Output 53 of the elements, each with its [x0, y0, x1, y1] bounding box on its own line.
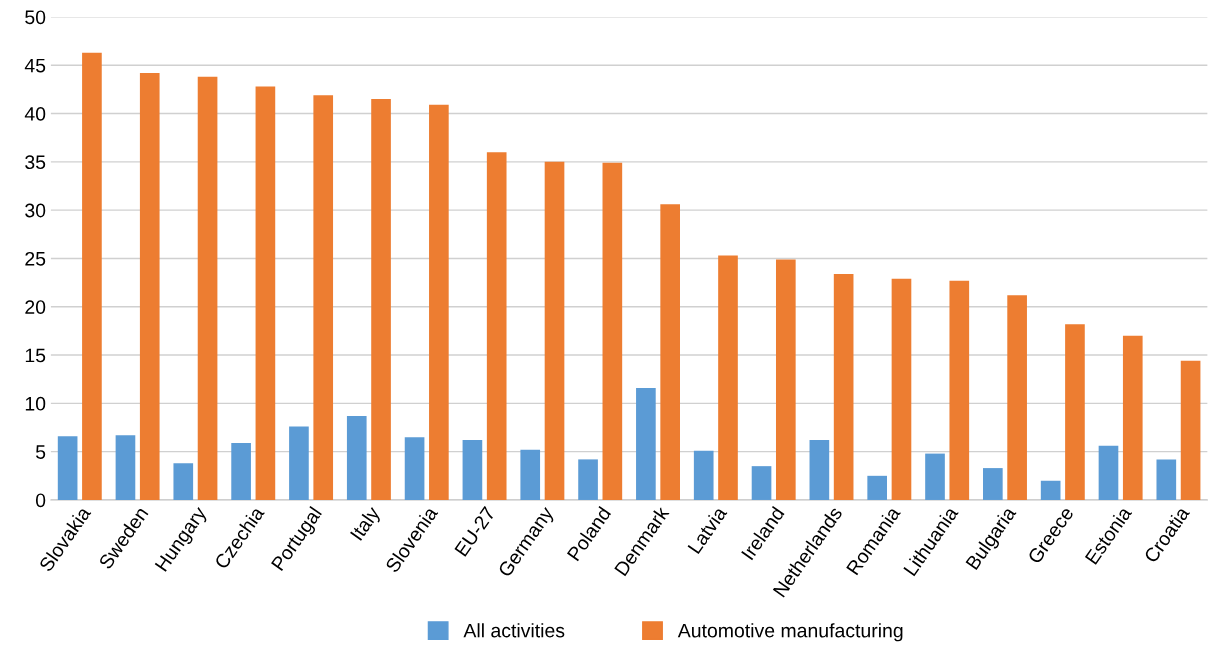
bar: [462, 440, 483, 500]
legend-label: Automotive manufacturing: [677, 623, 903, 642]
bar: [718, 255, 738, 500]
bar: [602, 162, 623, 500]
bar: [660, 204, 680, 500]
bar: [346, 415, 367, 500]
bar: [751, 466, 772, 500]
bar: [636, 387, 656, 500]
y-tick-label: 0: [35, 493, 46, 508]
bar: [57, 436, 78, 500]
bar: [891, 278, 912, 500]
y-tick-label: 35: [25, 155, 46, 170]
legend-label: All activities: [463, 623, 565, 638]
bar: [1007, 295, 1027, 500]
y-tick-label: 20: [25, 300, 46, 314]
bar: [578, 459, 598, 500]
bar: [1180, 360, 1201, 500]
bar: [693, 450, 714, 500]
bar: [1122, 335, 1143, 500]
bar: [139, 72, 160, 500]
bar: [544, 161, 565, 500]
y-tick-label: 30: [25, 203, 46, 218]
bar: [775, 259, 796, 500]
bar: [925, 453, 945, 500]
y-tick-label: 45: [24, 58, 46, 73]
y-tick-label: 15: [25, 348, 46, 363]
bar: [486, 152, 507, 500]
bar: [371, 99, 391, 500]
bar: [115, 435, 136, 500]
bar: [404, 437, 425, 500]
bar: [255, 86, 276, 500]
bar: [231, 442, 251, 500]
bar: [82, 52, 102, 500]
bar: [809, 440, 830, 500]
bar: [1040, 480, 1061, 500]
bar: [983, 468, 1003, 500]
bar: [197, 76, 218, 500]
bar: [1098, 445, 1119, 500]
bar: [520, 449, 541, 500]
y-tick-label: 25: [25, 251, 46, 266]
y-tick-label: 5: [35, 445, 46, 459]
y-tick-label: 50: [25, 10, 46, 25]
bar: [833, 273, 854, 500]
bar: [867, 475, 888, 500]
bar: [313, 95, 334, 500]
bar: [1065, 324, 1085, 500]
bar: [949, 280, 970, 500]
y-tick-label: 10: [25, 396, 46, 411]
bar: [289, 426, 309, 500]
bar: [429, 104, 449, 500]
bar: [1156, 459, 1177, 500]
bar: [173, 463, 194, 500]
y-tick-label: 40: [24, 107, 46, 121]
